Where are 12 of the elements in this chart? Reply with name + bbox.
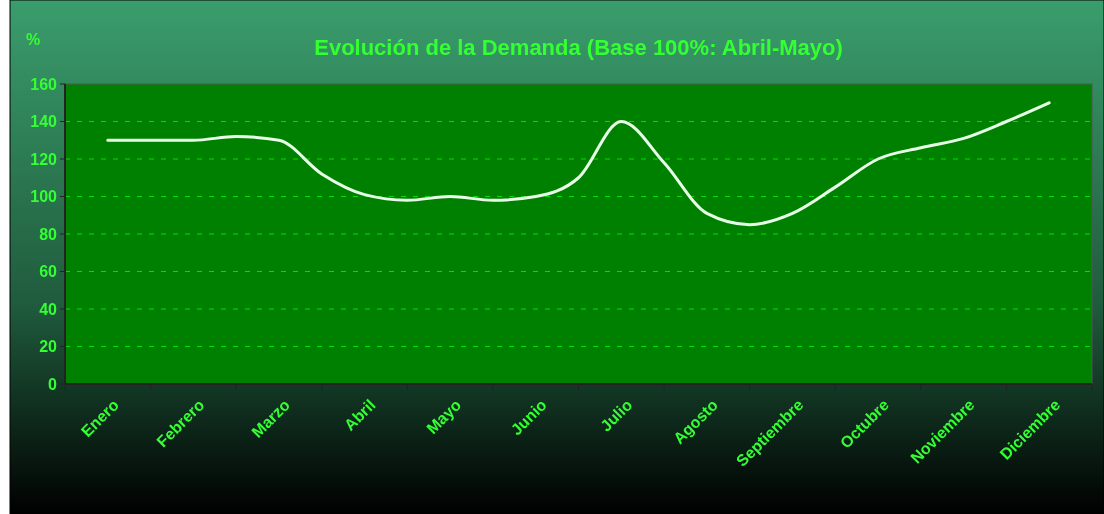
y-tick-label: 160 <box>30 75 58 93</box>
y-tick-label: 60 <box>39 263 58 281</box>
y-tick-label: 140 <box>30 113 58 131</box>
y-tick-label: 80 <box>39 225 58 243</box>
y-axis-title: % <box>25 31 41 48</box>
y-tick-label: 120 <box>30 150 58 168</box>
y-tick-label: 40 <box>39 300 58 318</box>
y-tick-label: 20 <box>39 338 58 356</box>
y-tick-label: 100 <box>30 188 58 206</box>
chart-title: Evolución de la Demanda (Base 100%: Abril-Mayo) <box>314 35 843 60</box>
y-tick-label: 0 <box>48 375 58 393</box>
line-series <box>106 101 1051 227</box>
